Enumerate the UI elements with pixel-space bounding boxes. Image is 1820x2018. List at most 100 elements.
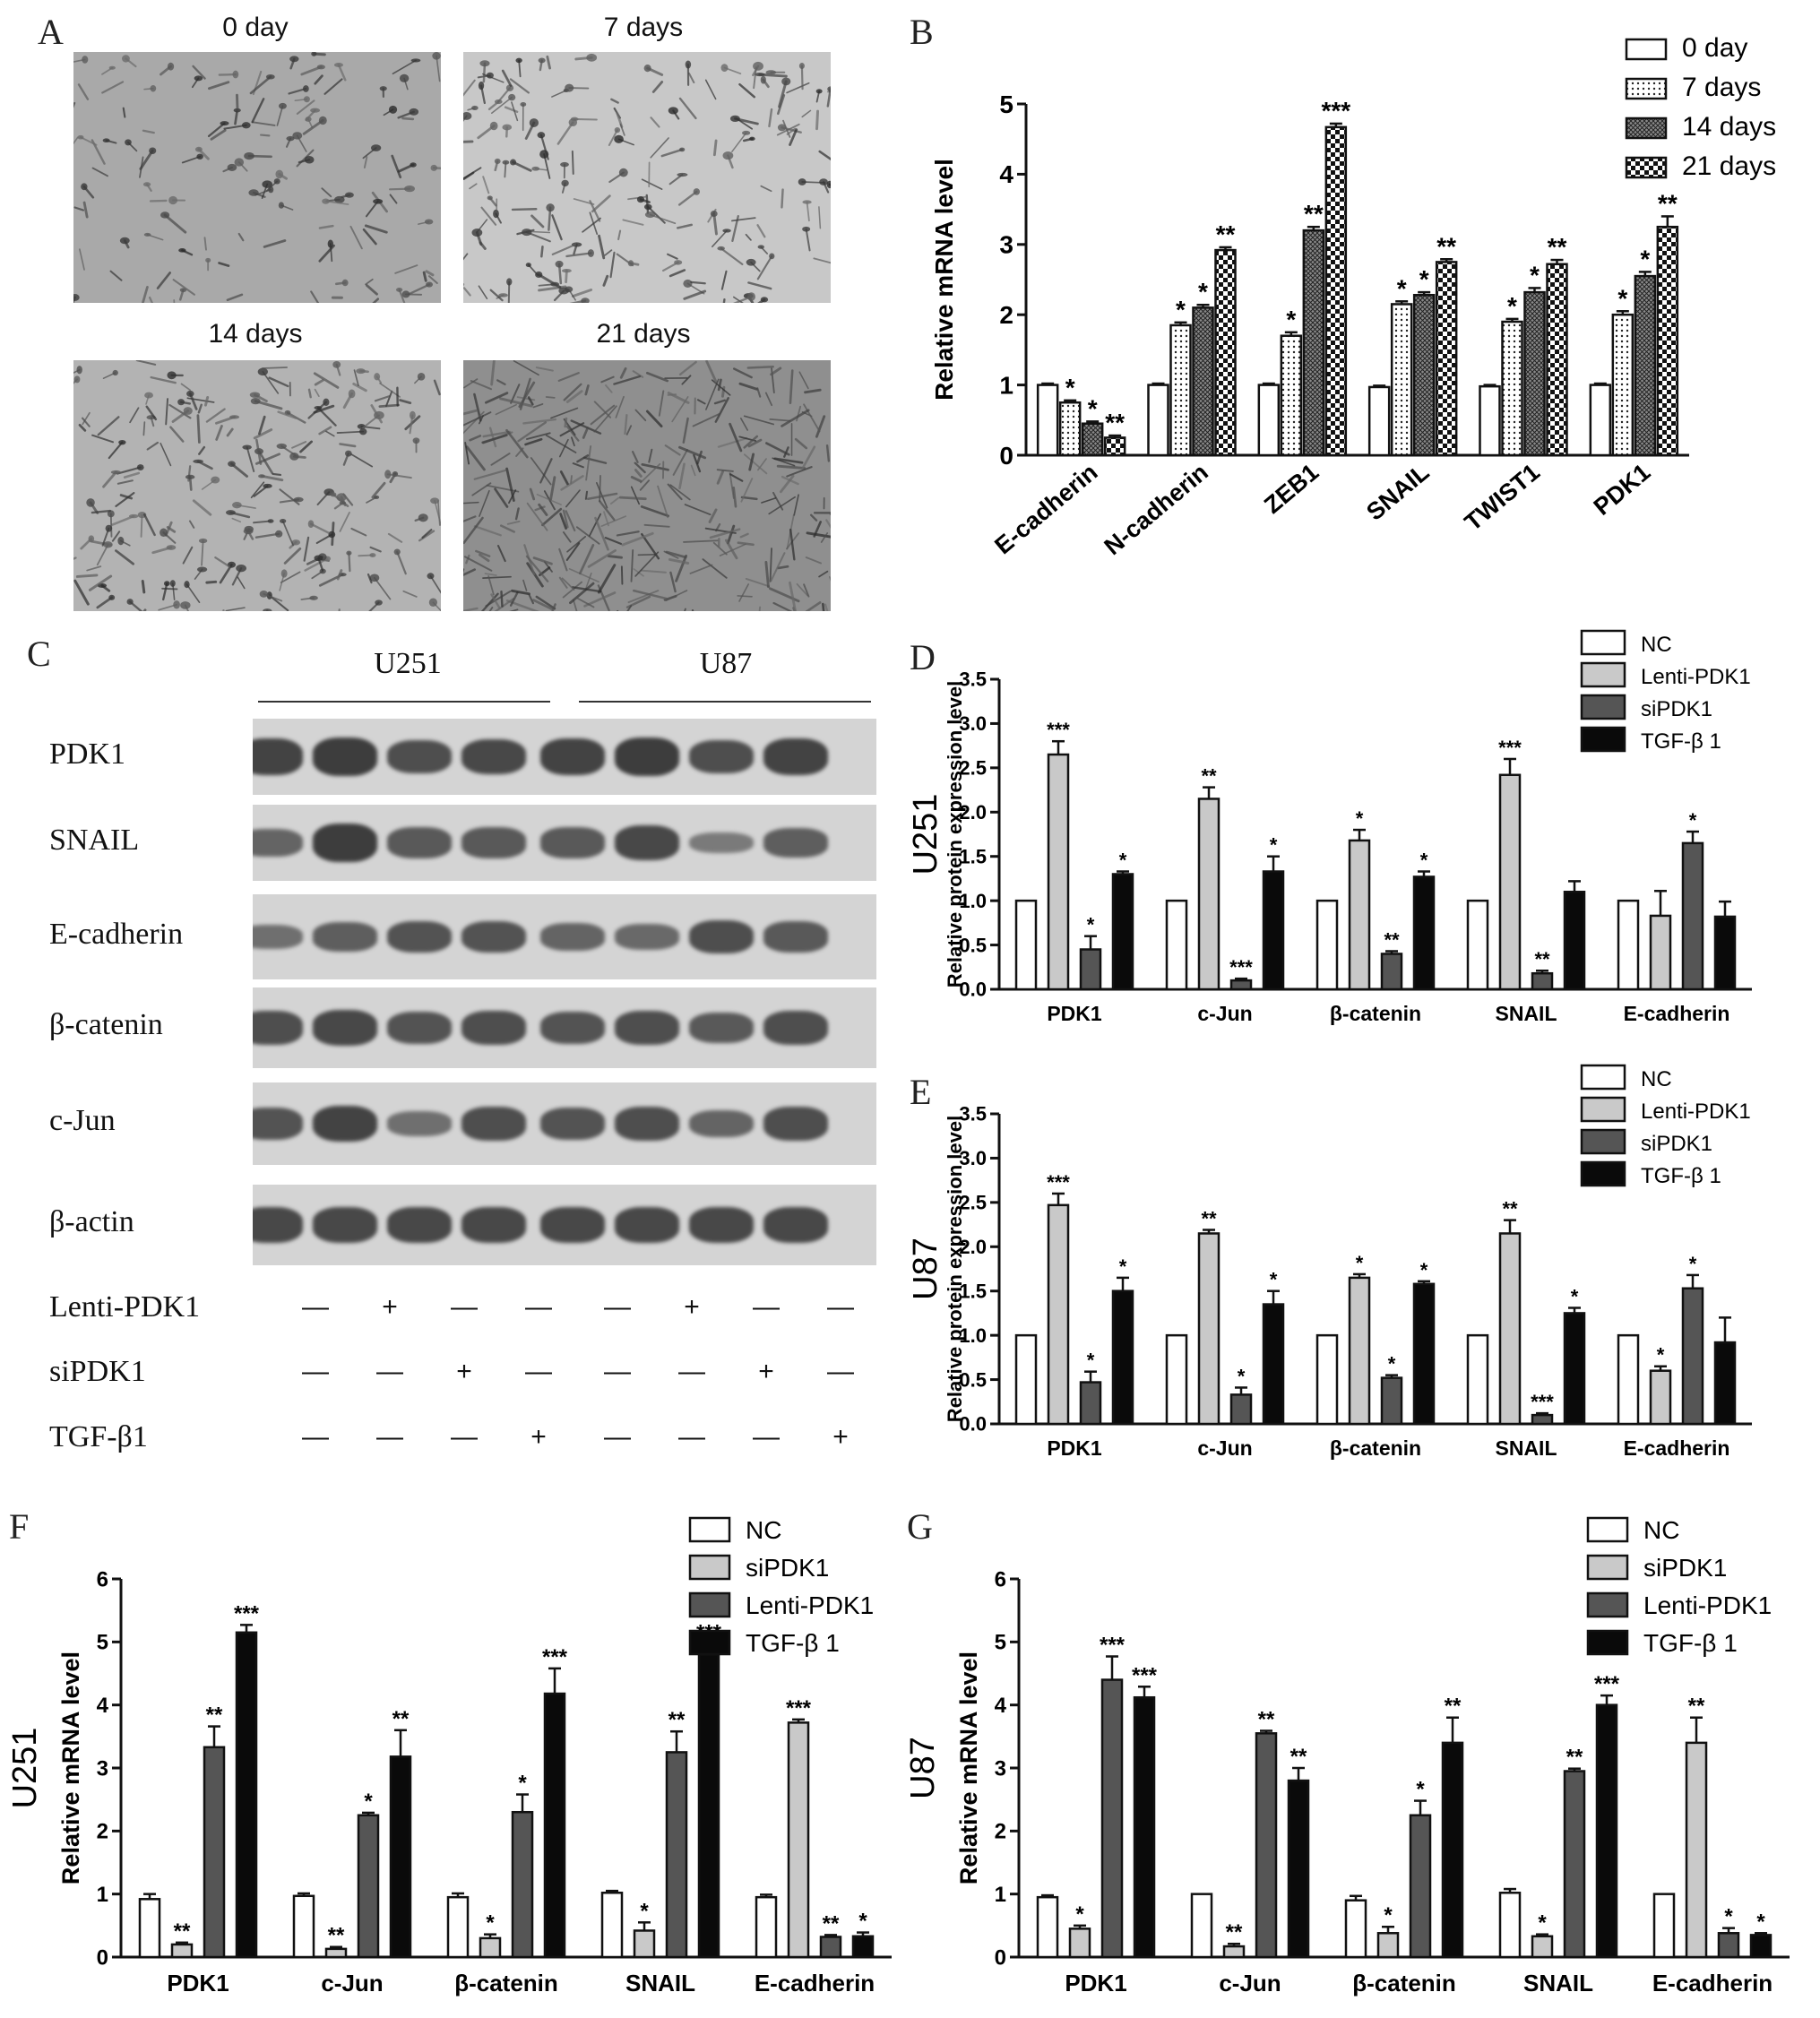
- cell-process: [237, 576, 246, 590]
- cell-process: [168, 403, 192, 419]
- bar: [324, 1947, 348, 1959]
- bar: [235, 1631, 258, 1959]
- cell-process: [551, 214, 563, 241]
- y-tick-label: 1.5: [959, 1280, 987, 1302]
- condition-mark: —: [604, 1292, 631, 1322]
- cell-process: [765, 442, 790, 456]
- cell-process: [391, 154, 402, 179]
- bar: [1611, 313, 1635, 457]
- cell-process: [486, 484, 520, 493]
- significance-stars: *: [1640, 245, 1650, 272]
- cell-body: [369, 553, 376, 557]
- cell-process: [645, 410, 663, 428]
- cell-body: [82, 56, 89, 64]
- cell-process: [745, 578, 771, 588]
- cell-process: [532, 403, 544, 409]
- legend-label: siPDK1: [1641, 1132, 1712, 1156]
- cell-process: [818, 570, 829, 578]
- x-category-label: c-Jun: [1197, 1436, 1252, 1460]
- cell-process: [543, 561, 553, 573]
- blot-band: [387, 1111, 452, 1136]
- cell-body: [81, 183, 88, 191]
- bar: [1229, 1393, 1253, 1426]
- bar: [1324, 125, 1348, 457]
- cell-process: [545, 396, 556, 399]
- cell-process: [310, 290, 320, 303]
- cell-process: [641, 178, 663, 190]
- cell-process: [626, 605, 633, 611]
- cell-process: [669, 571, 677, 593]
- cell-process: [480, 206, 497, 226]
- condition-mark: —: [302, 1357, 329, 1386]
- cell-process: [800, 65, 804, 91]
- cell-process: [747, 281, 772, 290]
- cell-process: [514, 507, 520, 521]
- blot-band: [387, 1207, 452, 1243]
- cell-body: [149, 147, 157, 154]
- cell-body: [330, 492, 337, 497]
- cell-process: [280, 571, 301, 583]
- bar: [1652, 1893, 1676, 1959]
- cell-process: [786, 82, 810, 94]
- cell-body: [538, 57, 546, 64]
- legend-label: Lenti-PDK1: [1641, 1100, 1751, 1124]
- cell-body: [815, 89, 823, 94]
- cell-process: [768, 496, 796, 515]
- y-tick-label: 0.0: [959, 979, 987, 1001]
- cell-process: [487, 575, 495, 596]
- cell-body: [232, 70, 239, 79]
- cell-body: [108, 65, 116, 70]
- significance-stars: *: [1397, 274, 1407, 302]
- cell-process: [484, 392, 509, 404]
- cell-process: [262, 371, 280, 394]
- y-tick-label: 4: [97, 1694, 109, 1718]
- bar: [1479, 384, 1501, 457]
- cell-process: [172, 279, 195, 296]
- significance-stars: **: [174, 1919, 191, 1944]
- cell-process: [506, 520, 521, 525]
- cell-process: [182, 546, 194, 565]
- cell-body: [125, 139, 132, 146]
- bar: [1634, 274, 1657, 457]
- cell-process: [490, 453, 511, 466]
- x-category-label: SNAIL: [1496, 1436, 1557, 1460]
- y-tick-label: 4: [999, 160, 1014, 188]
- bar: [1047, 753, 1070, 991]
- cell-body: [332, 361, 341, 368]
- cell-body: [384, 470, 392, 479]
- cell-process: [370, 404, 383, 424]
- cell-process: [582, 217, 601, 233]
- significance-stars: *: [1119, 849, 1127, 872]
- y-tick-label: 6: [995, 1567, 1006, 1591]
- blot-band: [313, 1010, 377, 1046]
- cell-body: [430, 497, 440, 504]
- cell-process: [604, 249, 613, 256]
- cell-process: [141, 286, 149, 303]
- blot-band: [689, 739, 754, 774]
- cell-process: [573, 599, 578, 611]
- cell-body: [242, 444, 252, 450]
- cell-body: [369, 573, 380, 582]
- cell-process: [772, 457, 796, 467]
- cell-body: [211, 476, 220, 484]
- cell-process: [522, 418, 557, 425]
- condition-mark: —: [302, 1292, 329, 1322]
- cell-process: [801, 445, 816, 470]
- blot-band: [615, 824, 679, 861]
- cell-process: [165, 398, 169, 426]
- cell-process: [369, 546, 382, 553]
- blot-band: [253, 738, 303, 775]
- cell-body: [178, 248, 186, 253]
- y-tick-label: 2.5: [959, 757, 987, 780]
- cell-process: [634, 409, 647, 422]
- cell-process: [201, 539, 204, 566]
- cell-process: [404, 415, 421, 431]
- blot-strip: [253, 987, 876, 1068]
- cell-process: [494, 487, 509, 508]
- cell-body: [683, 279, 693, 288]
- cell-body: [263, 483, 272, 488]
- cell-process: [571, 289, 593, 298]
- cell-process: [163, 213, 187, 234]
- cell-process: [824, 603, 829, 611]
- cell-process: [429, 574, 441, 594]
